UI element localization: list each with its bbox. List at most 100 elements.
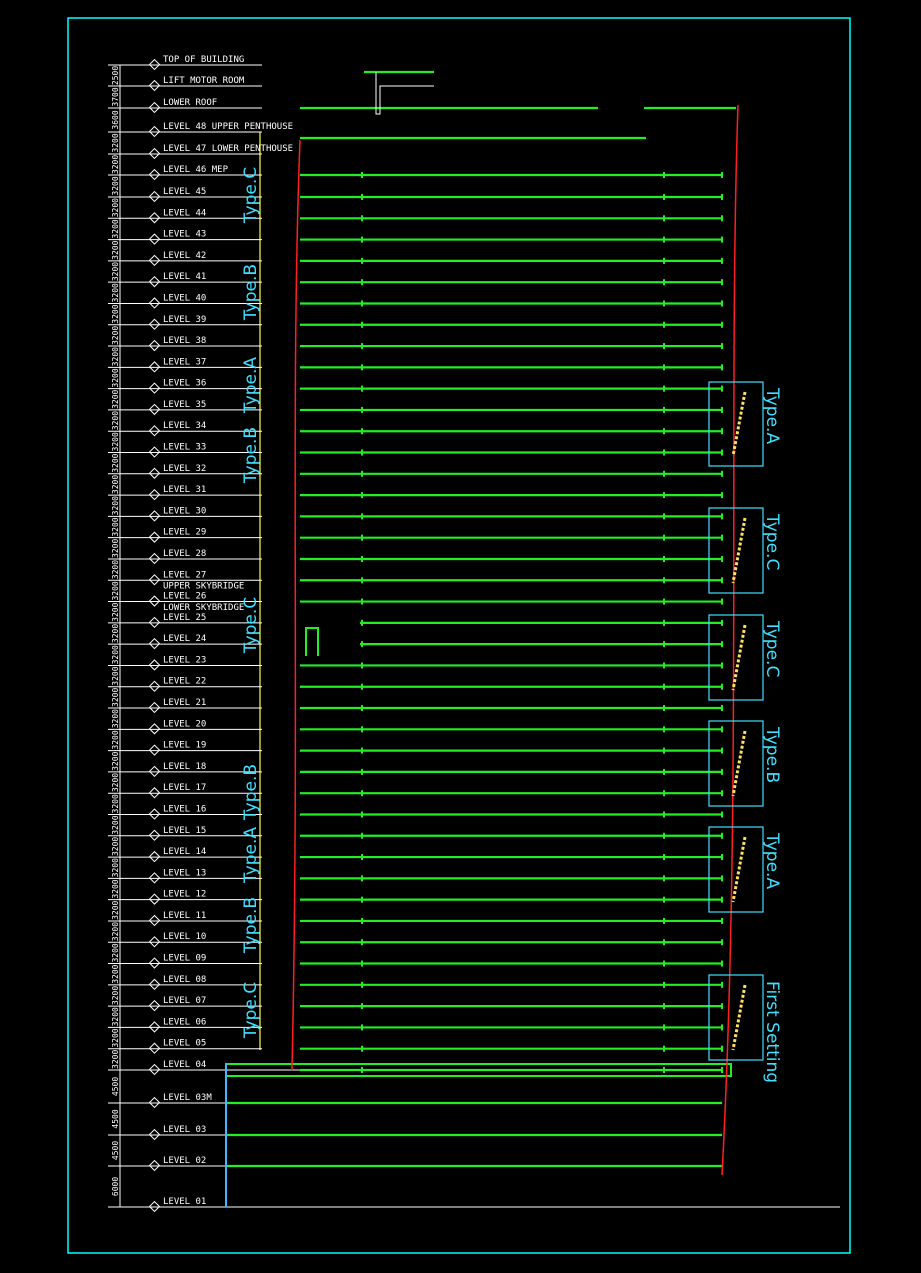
dimension-value: 3200	[111, 964, 120, 983]
level-datum-icon	[148, 1159, 161, 1172]
dimension-value: 3200	[111, 283, 120, 302]
dimension-value: 2500	[111, 66, 120, 85]
level-label: LEVEL 03	[163, 1125, 206, 1135]
level-label: LEVEL 29	[163, 528, 206, 538]
level-datum-icon	[148, 978, 161, 990]
level-datum-icon	[148, 101, 161, 114]
zone-label: Type.B	[241, 897, 261, 954]
dimension-value: 3200	[111, 155, 120, 174]
level-label: LEVEL 14	[163, 847, 206, 857]
level-label: LEVEL 37	[163, 357, 206, 367]
level-label: LEVEL 41	[163, 272, 206, 282]
level-label: LEVEL 11	[163, 911, 206, 921]
level-datum-icon	[148, 339, 161, 352]
level-label: LEVEL 13	[163, 868, 206, 878]
level-label: LEVEL 33	[163, 443, 206, 453]
dimension-value: 3200	[111, 922, 120, 941]
level-datum-icon	[148, 1128, 161, 1141]
lift-core	[375, 72, 434, 115]
detail-callout-label: Type.C	[762, 620, 782, 677]
level-datum-icon	[148, 829, 161, 841]
dimension-value: 3200	[111, 815, 120, 834]
detail-callout-box	[708, 614, 764, 701]
level-datum-icon	[148, 510, 161, 522]
zone-label: Type.B	[241, 427, 261, 484]
dimension-value: 3200	[111, 943, 120, 962]
dimension-value: 3200	[111, 517, 120, 536]
skybridge-label: UPPER SKYBRIDGE	[163, 582, 244, 592]
level-datum-icon	[148, 276, 161, 288]
level-datum-icon	[148, 914, 161, 927]
level-datum-icon	[148, 680, 161, 692]
level-label: LEVEL 34	[163, 421, 206, 431]
level-datum-icon	[148, 446, 161, 458]
facade-fin-detail	[731, 517, 747, 584]
floor-slabs	[225, 70, 840, 1208]
facade-fin-detail	[731, 391, 747, 457]
level-datum-icon	[148, 574, 161, 586]
facade-line-left	[291, 139, 301, 1071]
level-datum-icon	[148, 318, 161, 330]
detail-callout-box	[708, 826, 764, 913]
dimension-value: 3200	[111, 837, 120, 856]
level-datum-icon	[148, 595, 161, 607]
level-datum-icon	[148, 190, 161, 203]
level-label: LEVEL 22	[163, 677, 206, 687]
zone-label: Type.A	[241, 357, 261, 414]
level-datum-icon	[148, 1021, 161, 1033]
level-datum-icon	[148, 787, 161, 799]
dimension-value: 3200	[111, 198, 120, 217]
dimension-value: 3200	[111, 133, 120, 152]
dimension-value: 3200	[111, 262, 120, 281]
level-datum-icon	[148, 403, 161, 416]
level-label: LEVEL 08	[163, 975, 206, 985]
level-datum-icon	[148, 531, 161, 543]
dimension-value: 3200	[111, 1050, 120, 1069]
level-datum-icon	[148, 147, 161, 160]
level-datum-icon	[148, 488, 161, 501]
dimension-value: 3200	[111, 539, 120, 558]
level-datum-icon	[148, 425, 161, 437]
level-label: LEVEL 24	[163, 634, 206, 644]
level-datum-icon	[148, 723, 161, 735]
level-label: LEVEL 04	[163, 1060, 206, 1070]
level-label: LEVEL 28	[163, 549, 206, 559]
level-label: LEVEL 46 MEP	[163, 165, 229, 175]
level-markers: TOP OF BUILDING LIFT MOTOR ROOM LOWER ROOF…	[108, 55, 300, 1213]
level-label: TOP OF BUILDING	[163, 55, 244, 65]
dimension-value: 3200	[111, 432, 120, 451]
level-datum-icon	[148, 765, 161, 778]
level-label: LEVEL 31	[163, 485, 206, 495]
level-datum-icon	[148, 744, 161, 756]
dimension-value: 3200	[111, 560, 120, 579]
detail-callout-box	[708, 974, 764, 1061]
dimension-value: 3200	[111, 368, 120, 387]
level-label: LEVEL 39	[163, 315, 206, 325]
level-datum-icon	[148, 808, 161, 820]
level-label: LEVEL 05	[163, 1039, 206, 1049]
detail-callout-box	[708, 720, 764, 807]
level-label: LEVEL 03M	[163, 1093, 212, 1103]
level-datum-icon	[148, 467, 161, 479]
zone-label: Type.C	[241, 597, 261, 654]
level-label: LEVEL 48 UPPER PENTHOUSE	[163, 122, 293, 132]
facade-fin-detail	[731, 984, 747, 1051]
level-datum-icon	[148, 212, 161, 224]
level-datum-icon	[148, 552, 161, 565]
level-label: LEVEL 18	[163, 762, 206, 772]
facade-zone-labels: Type.C Type.B Type.A Type.B Type.C Type.B Type…	[241, 167, 261, 1039]
facade-line-right	[721, 104, 739, 1176]
level-datum-icon	[148, 999, 161, 1012]
facade-fin-detail	[731, 836, 747, 903]
dimension-value: 3200	[111, 709, 120, 728]
dimension-value: 3200	[111, 794, 120, 813]
level-label: LEVEL 45	[163, 187, 206, 197]
level-datum-icon	[148, 79, 161, 92]
dimension-value: 3200	[111, 1028, 120, 1047]
level-datum-icon	[148, 957, 161, 969]
dimension-value: 4500	[111, 1141, 120, 1160]
dimension-value: 3200	[111, 1007, 120, 1026]
level-datum-icon	[148, 1063, 161, 1076]
detail-callout-box	[708, 381, 764, 467]
